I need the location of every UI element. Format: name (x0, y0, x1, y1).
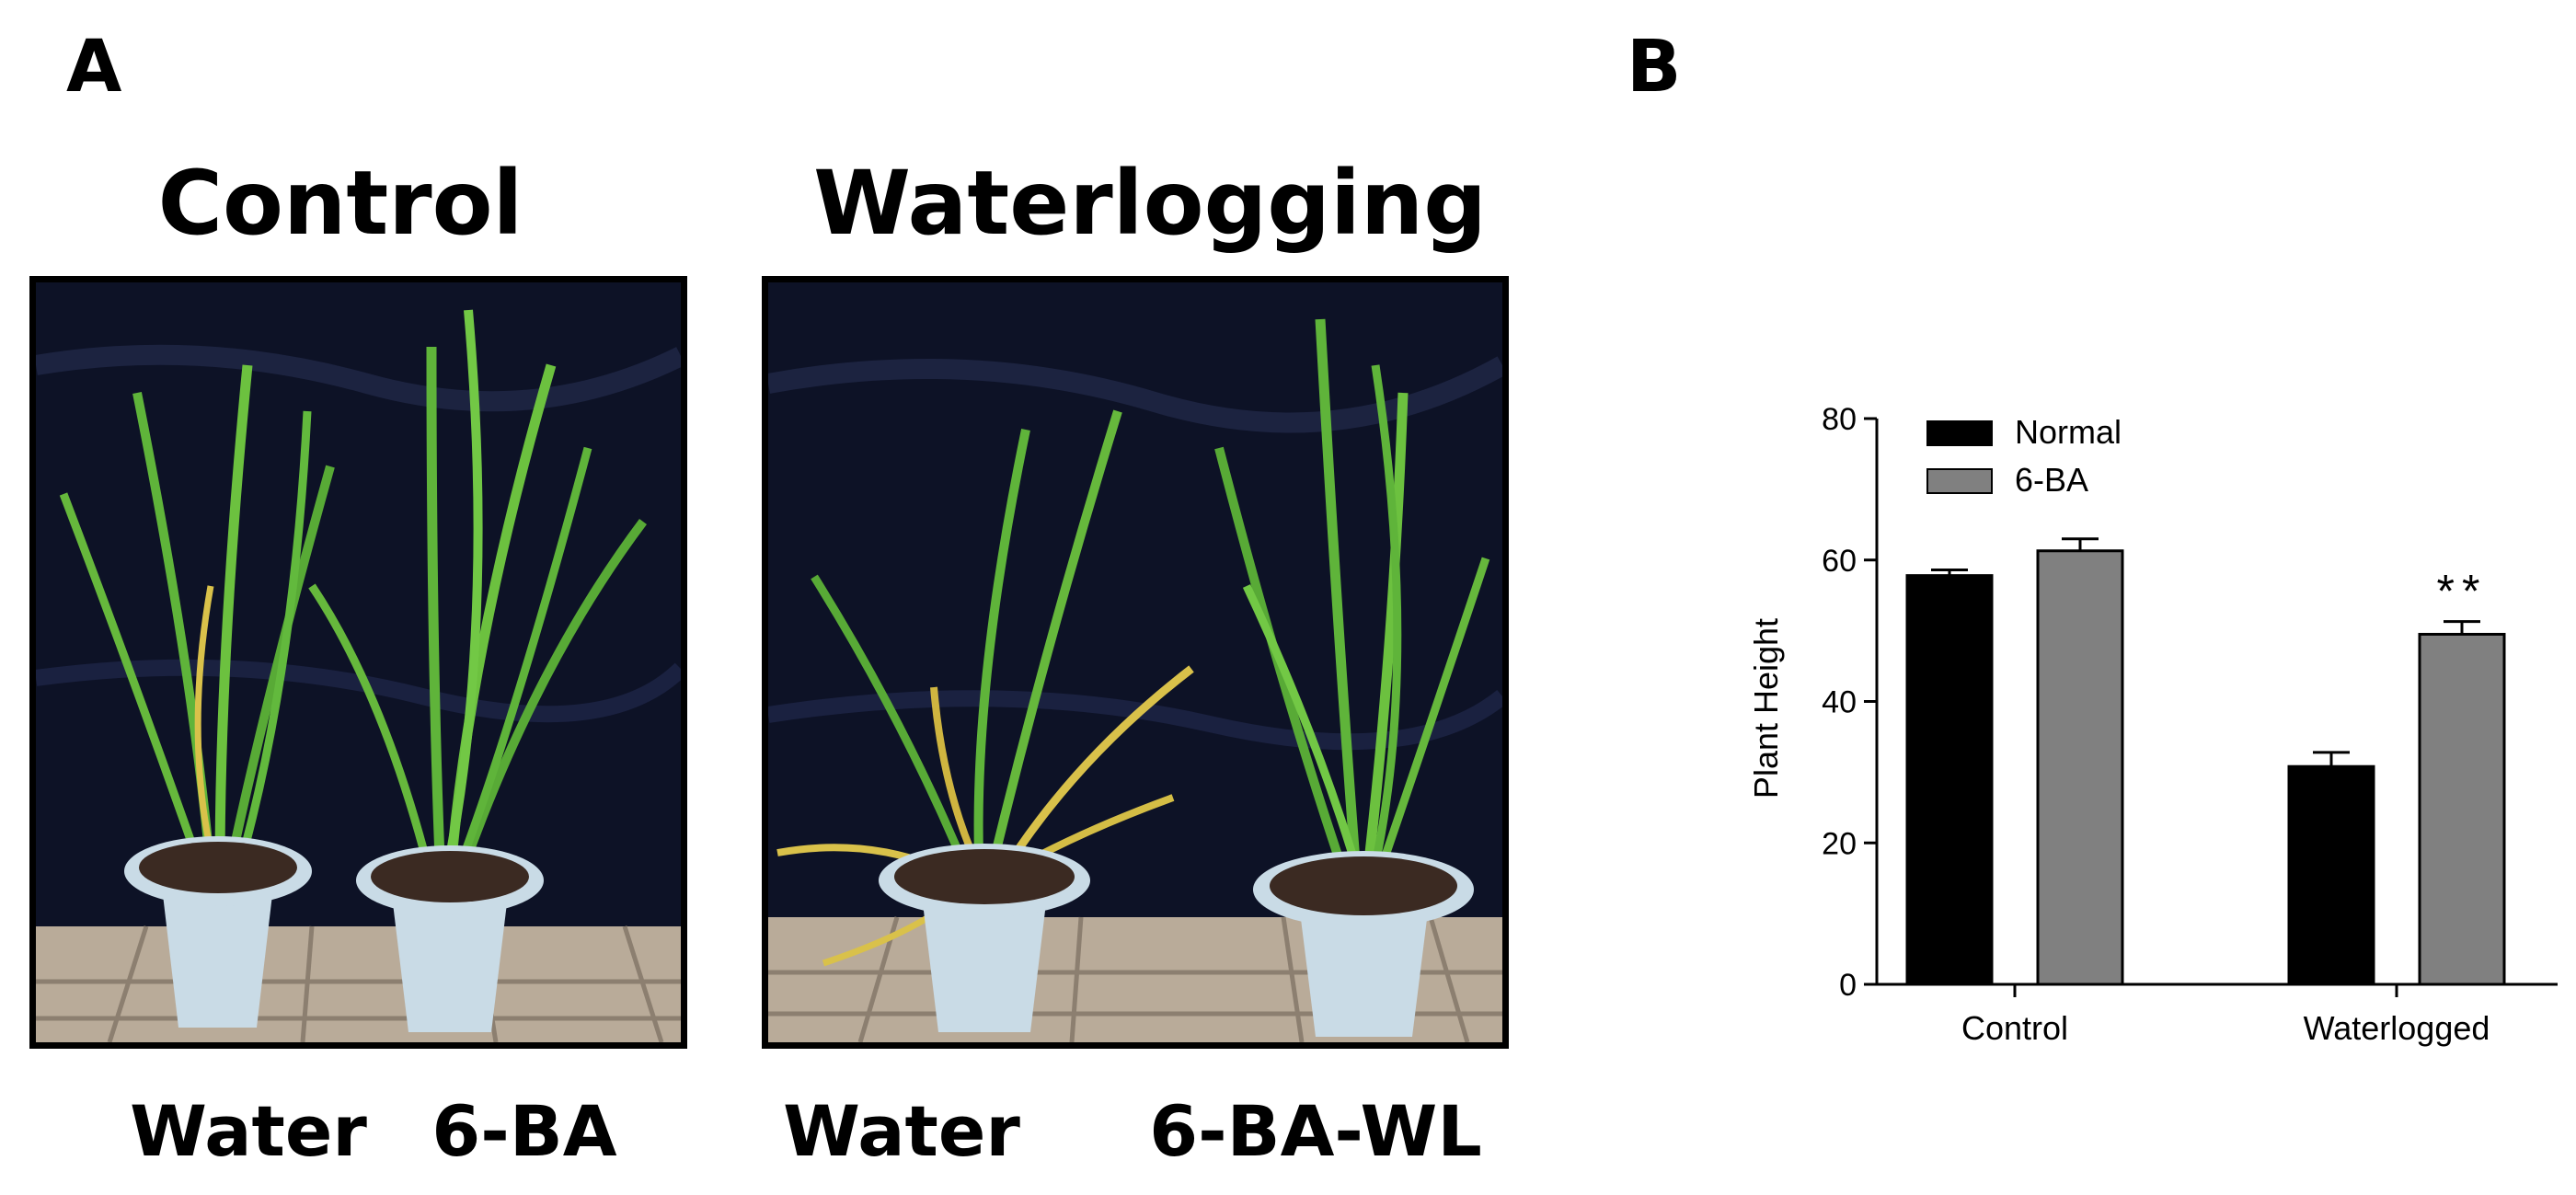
legend-swatch (1926, 420, 1993, 446)
control-title: Control (157, 152, 523, 255)
y-axis-label: Plant Height (1747, 618, 1785, 799)
control-water-plant (59, 364, 335, 873)
pot-label-waterlogging-6ba-wl: 6-BA-WL (1149, 1090, 1482, 1172)
waterlogged-water-plant (776, 409, 1194, 967)
bar (1905, 574, 1994, 986)
waterlogged-water-pot (879, 844, 1090, 1032)
waterlogged-6ba-pot (1253, 851, 1474, 1037)
waterlogged-6ba-plant (1214, 318, 1490, 887)
pot-label-control-water: Water (130, 1090, 367, 1172)
control-6ba-plant (308, 309, 648, 882)
panel-label-a: A (66, 26, 122, 109)
waterlogging-photo (762, 276, 1509, 1049)
significance-label: ** (2437, 566, 2488, 617)
bars: ** (1905, 537, 2506, 986)
control-water-pot (124, 836, 312, 1028)
pot-label-waterlogging-water: Water (783, 1090, 1020, 1172)
panel-label-b: B (1627, 26, 1682, 109)
y-tick-label: 60 (1822, 544, 1857, 579)
waterlogging-title: Waterlogging (813, 152, 1487, 255)
legend-swatch (1926, 468, 1993, 494)
bar (2036, 549, 2124, 986)
x-axis: Control Waterlogged (1877, 982, 2558, 1047)
x-tick-label: Control (1961, 1009, 2068, 1047)
legend-label: 6-BA (2015, 461, 2088, 499)
y-tick-label: 0 (1839, 968, 1857, 1003)
control-photo (29, 276, 687, 1049)
legend-label: Normal (2015, 413, 2122, 451)
y-tick-label: 40 (1822, 685, 1857, 720)
legend: Normal 6-BA (1926, 413, 2122, 499)
y-tick-label: 20 (1822, 826, 1857, 861)
bar (2418, 632, 2506, 986)
control-6ba-pot (356, 845, 544, 1032)
x-tick-label: Waterlogged (2304, 1009, 2490, 1047)
pot-label-control-6ba: 6-BA (431, 1090, 617, 1172)
y-tick-label: 80 (1822, 402, 1857, 437)
bar (2287, 764, 2375, 986)
y-axis: 0 20 40 60 80 (1822, 402, 1879, 1003)
plant-height-chart: Plant Height 0 20 40 60 80 Control Waterlogge… (1747, 402, 2558, 1047)
